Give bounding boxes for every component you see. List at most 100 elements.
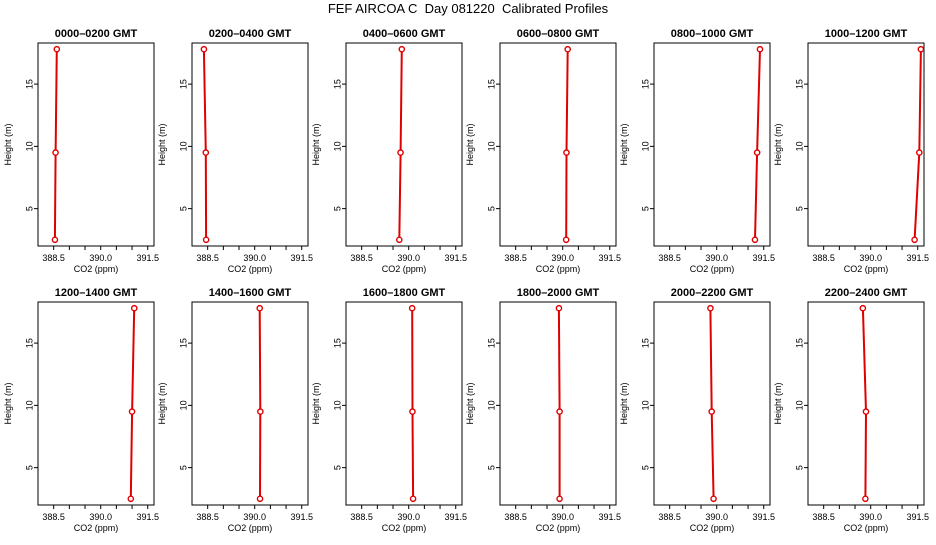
- plot-frame: [345, 42, 463, 247]
- panel-2: 0200–0400 GMT 388.5 390.0 391.5 5 10 15 CO2 (pp…: [157, 28, 313, 274]
- data-point: [915, 149, 923, 156]
- y-axis-label: Height (m): [465, 382, 475, 424]
- data-point: [708, 408, 715, 415]
- x-axis-label: CO2 (ppm): [844, 523, 889, 533]
- data-point: [556, 495, 563, 503]
- profile-line: [398, 49, 403, 240]
- x-tick-label: 391.5: [290, 253, 313, 263]
- x-tick-label: 390.0: [89, 512, 112, 522]
- x-axis-label: CO2 (ppm): [690, 523, 735, 533]
- x-axis-label: CO2 (ppm): [228, 523, 273, 533]
- y-axis-label: Height (m): [3, 123, 13, 165]
- x-tick-label: 391.5: [444, 253, 467, 263]
- x-tick-label: 390.0: [705, 512, 728, 522]
- panel-title: 1200–1400 GMT: [55, 287, 138, 299]
- data-point: [556, 408, 563, 415]
- y-axis-label: Height (m): [311, 382, 321, 424]
- panel-1: 0000–0200 GMT 388.5 390.0 391.5 5 10 15 CO2 (pp…: [3, 28, 159, 274]
- data-point: [202, 149, 210, 156]
- x-tick-label: 390.0: [551, 253, 574, 263]
- profile-line: [754, 49, 761, 240]
- profile-line: [411, 308, 415, 499]
- data-point: [51, 236, 59, 244]
- x-tick-label: 388.5: [196, 253, 219, 263]
- y-tick-label: 5: [332, 206, 342, 211]
- data-point: [707, 304, 714, 312]
- x-tick-label: 388.5: [658, 253, 681, 263]
- x-tick-label: 391.5: [752, 253, 775, 263]
- data-point: [200, 45, 208, 53]
- panel-9: 1600–1800 GMT 388.5 390.0 391.5 5 10 15 CO2 (pp…: [311, 287, 467, 533]
- data-point: [710, 495, 717, 503]
- y-tick-label: 15: [178, 79, 188, 89]
- x-tick-label: 388.5: [658, 512, 681, 522]
- data-point: [130, 304, 138, 312]
- y-tick-label: 10: [178, 400, 188, 410]
- panel-4: 0600–0800 GMT 388.5 390.0 391.5 5 10 15 CO2 (pp…: [465, 28, 621, 274]
- data-point: [395, 236, 403, 244]
- y-tick-label: 10: [794, 400, 804, 410]
- x-axis-label: CO2 (ppm): [382, 523, 427, 533]
- data-point: [256, 495, 264, 503]
- x-tick-label: 390.0: [89, 253, 112, 263]
- y-tick-label: 5: [24, 465, 34, 470]
- profile-line: [709, 308, 715, 499]
- x-axis-label: CO2 (ppm): [536, 523, 581, 533]
- y-tick-label: 15: [640, 79, 650, 89]
- y-tick-label: 15: [332, 338, 342, 348]
- x-tick-label: 391.5: [136, 253, 159, 263]
- x-tick-label: 388.5: [350, 512, 373, 522]
- y-tick-label: 10: [486, 400, 496, 410]
- data-point: [409, 408, 416, 415]
- x-tick-label: 391.5: [906, 253, 929, 263]
- profile-line: [258, 308, 262, 499]
- x-tick-label: 390.0: [551, 512, 574, 522]
- y-tick-label: 10: [332, 400, 342, 410]
- profile-line: [861, 308, 868, 499]
- x-tick-label: 390.0: [397, 253, 420, 263]
- y-tick-label: 10: [332, 141, 342, 151]
- figure-title: FEF AIRCOA C Day 081220 Calibrated Profi…: [327, 1, 609, 16]
- y-tick-label: 10: [24, 141, 34, 151]
- data-point: [862, 495, 869, 503]
- x-axis-label: CO2 (ppm): [382, 264, 427, 274]
- panel-3: 0400–0600 GMT 388.5 390.0 391.5 5 10 15 CO2 (pp…: [311, 28, 467, 274]
- x-tick-label: 388.5: [812, 512, 835, 522]
- panel-title: 0800–1000 GMT: [671, 28, 754, 40]
- data-point: [257, 408, 264, 415]
- y-axis-label: Height (m): [465, 123, 475, 165]
- plot-frame: [191, 42, 309, 247]
- data-point: [127, 495, 135, 503]
- plot-frame: [653, 42, 771, 247]
- x-tick-label: 390.0: [859, 253, 882, 263]
- panel-title: 1600–1800 GMT: [363, 287, 446, 299]
- data-point: [563, 149, 570, 156]
- data-point: [917, 45, 925, 53]
- y-tick-label: 5: [640, 206, 650, 211]
- y-axis-label: Height (m): [157, 123, 167, 165]
- plot-frame: [807, 301, 925, 506]
- y-tick-label: 5: [640, 465, 650, 470]
- y-tick-label: 5: [24, 206, 34, 211]
- y-tick-label: 15: [178, 338, 188, 348]
- data-point: [398, 45, 406, 53]
- data-point: [564, 45, 572, 53]
- x-tick-label: 391.5: [136, 512, 159, 522]
- panel-title: 2000–2200 GMT: [671, 287, 754, 299]
- x-tick-label: 391.5: [906, 512, 929, 522]
- x-axis-label: CO2 (ppm): [228, 264, 273, 274]
- y-tick-label: 5: [486, 465, 496, 470]
- data-point: [859, 304, 867, 312]
- panel-11: 2000–2200 GMT 388.5 390.0 391.5 5 10 15 CO2 (pp…: [619, 287, 775, 533]
- y-axis-label: Height (m): [157, 382, 167, 424]
- panel-7: 1200–1400 GMT 388.5 390.0 391.5 5 10 15 CO2 (pp…: [3, 287, 159, 533]
- panel-8: 1400–1600 GMT 388.5 390.0 391.5 5 10 15 CO2 (pp…: [157, 287, 313, 533]
- panel-12: 2200–2400 GMT 388.5 390.0 391.5 5 10 15 CO2 (pp…: [773, 287, 929, 533]
- x-tick-label: 391.5: [598, 253, 621, 263]
- plot-frame: [499, 301, 617, 506]
- data-point: [409, 495, 417, 503]
- profile-line: [565, 49, 569, 240]
- data-point: [555, 304, 563, 312]
- x-tick-label: 390.0: [705, 253, 728, 263]
- data-point: [862, 408, 870, 415]
